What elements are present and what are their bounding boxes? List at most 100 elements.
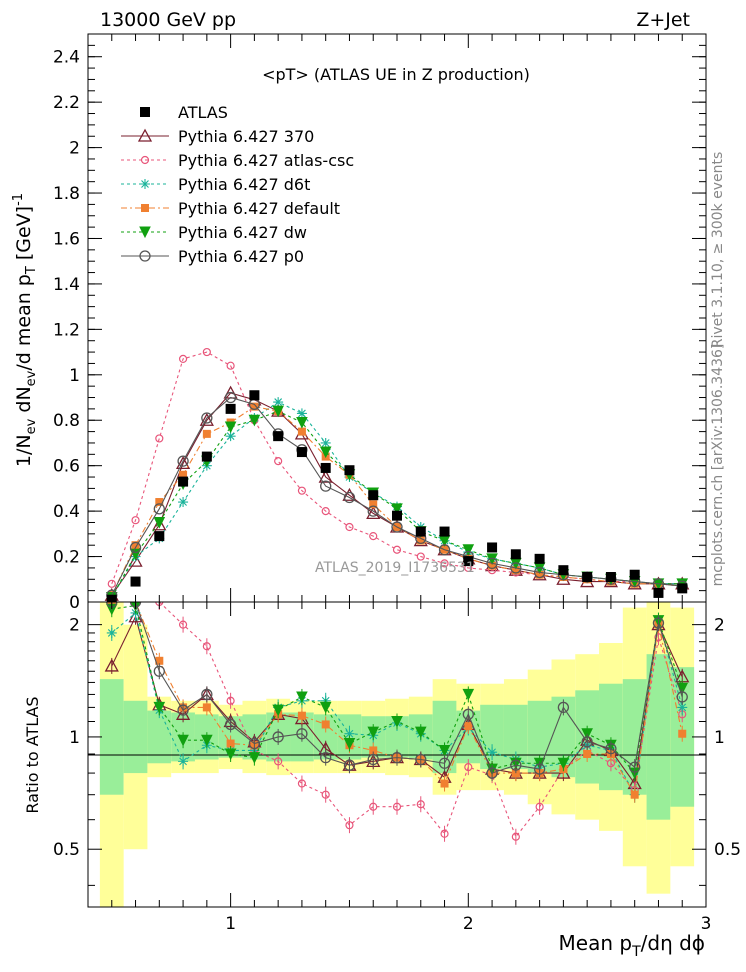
ratio-band-inner [456,710,481,764]
data-point [344,465,355,476]
y-tick-label: 0.6 [53,457,80,477]
data-point [155,498,164,507]
y-tick-label: 1.6 [53,229,80,249]
data-point [464,763,473,772]
data-point [416,536,425,545]
data-point [178,497,189,508]
data-point [630,790,639,799]
data-point [321,507,330,516]
data-point [318,469,333,483]
legend-entry: Pythia 6.427 370 [121,127,314,146]
data-point [369,746,378,755]
data-point [533,566,546,579]
y-tick-label: 1.4 [53,275,80,295]
data-point [106,594,117,605]
data-point [202,429,211,438]
legend-label: ATLAS [178,103,228,122]
ratio-series-clipped [104,602,690,845]
main-y-axis: 0 0.2 0.4 0.6 0.8 1 1.2 1.4 1.6 1.8 2 2.2 2.4 [53,33,706,613]
data-point [179,470,188,479]
data-point [438,757,451,769]
data-point [653,587,664,598]
data-point [391,751,403,764]
ratio-series-group [104,602,690,845]
data-point [273,431,284,442]
watermark: ATLAS_2019_I1736531 [315,560,475,576]
data-point [581,728,593,740]
data-point [129,541,142,554]
data-point [583,749,592,758]
data-point [153,516,166,529]
data-point [226,696,235,705]
y-tick-label: 0 [69,593,80,613]
data-point [140,107,150,117]
data-point [202,347,211,357]
chart-title: <pT> (ATLAS UE in Z production) [262,65,530,84]
series-line [111,351,683,587]
data-point [224,391,237,404]
data-point [225,431,236,442]
data-point [107,579,116,588]
data-point [462,544,475,556]
ratio-band-inner [599,683,623,791]
data-point [369,532,378,541]
data-point [153,503,165,515]
data-point [224,748,237,761]
data-point [297,711,306,720]
data-point [155,434,164,443]
data-point [177,704,189,716]
data-point [416,800,425,809]
y-tick-label: 2 [69,139,80,159]
data-point [296,447,307,458]
data-point [201,688,213,701]
main-series-group [104,347,690,605]
data-point [140,179,150,189]
data-point [392,802,402,811]
ratio-plot-panel: 0.5 0.5 1 1 2 2 1 2 3 [53,601,741,934]
legend-entry: Pythia 6.427 d6t [121,175,310,194]
data-point [130,576,141,587]
ratio-x-axis: 1 2 3 [111,602,712,934]
x-tick-label: 2 [463,914,474,934]
data-point [319,701,332,714]
y-tick-label: 1.2 [53,320,80,340]
ratio-tick-label: 1 [714,728,725,748]
data-point [178,620,188,629]
data-point [486,767,498,779]
data-point [440,829,449,838]
header-energy-label: 13000 GeV pp [100,9,236,31]
data-point [250,402,259,411]
data-point [320,480,332,492]
data-point [581,736,593,748]
data-point [106,627,117,638]
ratio-tick-label: 1 [69,728,80,748]
data-point [391,715,403,728]
series-pythia-6-427-atlas-csc [107,347,687,591]
data-point [414,726,427,739]
data-point [676,691,688,703]
x-tick-label: 3 [701,914,712,934]
y-tick-label: 1 [69,366,80,386]
y-tick-label: 2.4 [53,48,80,68]
legend-entry: Pythia 6.427 default [121,199,340,218]
ratio-band-inner [646,654,671,820]
data-point [177,455,189,467]
data-point [605,743,617,755]
data-point [177,734,189,747]
data-point [274,457,283,466]
data-point [487,542,498,553]
data-point [558,565,569,576]
data-point [392,545,402,554]
data-point [344,728,355,739]
series-atlas [106,390,688,605]
ratio-band-inner [123,700,148,774]
data-point [319,446,332,459]
data-point [248,414,261,427]
data-point [321,720,330,729]
data-point [155,656,164,665]
data-point [488,561,497,570]
data-point [224,421,237,434]
y-tick-label: 0.2 [53,548,80,568]
data-point [139,226,151,239]
